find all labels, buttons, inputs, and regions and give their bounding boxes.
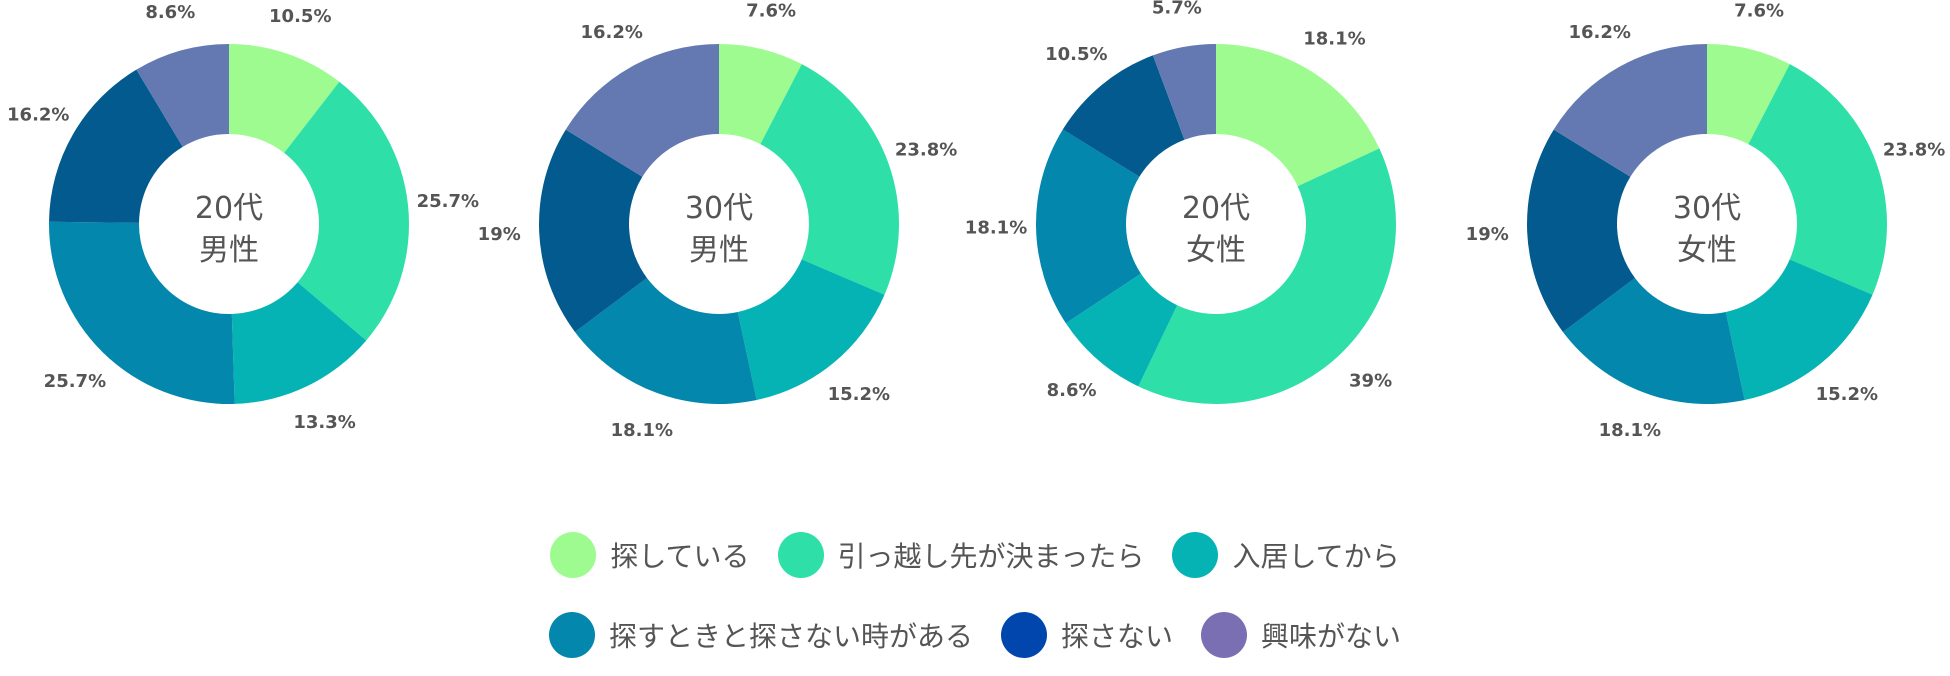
legend-label: 興味がない [1261,620,1402,653]
data-label: 25.7% [44,371,106,392]
slice-not-searching [49,69,183,223]
legend-label: 探している [610,540,750,573]
data-label: 7.6% [746,0,796,21]
center-label-gender: 男性 [199,233,259,268]
center-label-gender: 女性 [1677,233,1737,268]
data-label: 25.7% [417,191,479,212]
legend-label: 入居してから [1232,540,1400,573]
data-label: 18.1% [965,217,1027,238]
data-label: 7.6% [1734,0,1784,21]
data-label: 23.8% [895,140,957,161]
data-label: 5.7% [1152,0,1202,19]
data-label: 15.2% [1816,384,1878,405]
data-label: 16.2% [7,104,69,125]
slice-after-moving-in [737,259,885,401]
data-label: 16.2% [580,22,642,43]
legend-label: 探さない [1060,620,1173,653]
legend-swatch [1000,612,1047,658]
legend-swatch [550,532,597,578]
center-label-gender: 男性 [689,233,749,268]
data-label: 15.2% [828,384,890,405]
data-label: 18.1% [611,420,673,441]
data-label: 8.6% [1047,380,1097,401]
legend-item-not-interested: 興味がない [1201,612,1401,658]
data-label: 16.2% [1568,22,1630,43]
slice-after-destination-decided [760,64,899,295]
legend-item-not-searching: 探さない [1000,612,1173,658]
data-label: 18.1% [1303,29,1365,50]
data-label: 39% [1349,371,1392,392]
data-label: 10.5% [1045,44,1107,65]
legend-item-searching: 探している [550,532,750,578]
legend-swatch [777,532,824,578]
center-label-age: 20代 [1182,191,1250,226]
legend-swatch [548,612,595,658]
legend-swatch [1172,532,1219,578]
slice-after-destination-decided [284,81,409,341]
legend-label: 引っ越し先が決まったら [837,540,1145,573]
slice-searching [719,44,802,145]
data-label: 8.6% [145,2,195,23]
center-label-age: 30代 [685,191,753,226]
legend-row-2: 探すときと探さない時がある 探さない 興味がない [0,612,1950,658]
slice-sometimes [1036,129,1141,324]
slice-after-moving-in [1065,273,1178,387]
data-label: 19% [1466,224,1509,245]
slice-after-moving-in [231,282,367,404]
legend-item-after-destination-decided: 引っ越し先が決まったら [777,532,1145,578]
legend-item-after-moving-in: 入居してから [1172,532,1400,578]
slice-searching [229,44,340,153]
legend-label: 探すときと探さない時がある [608,620,973,653]
data-label: 19% [478,224,521,245]
slice-sometimes [1562,277,1745,404]
data-label: 18.1% [1599,420,1661,441]
center-label-age: 20代 [195,191,263,226]
slice-sometimes [574,277,757,404]
legend-item-sometimes: 探すときと探さない時がある [548,612,973,658]
slice-after-destination-decided [1748,64,1888,295]
center-label-age: 30代 [1673,191,1741,226]
data-label: 13.3% [293,412,355,433]
data-label: 23.8% [1883,140,1945,161]
slice-not-interested [136,44,229,147]
center-label-gender: 女性 [1186,233,1246,268]
slice-after-moving-in [1725,259,1873,401]
legend-swatch [1201,612,1247,658]
slice-sometimes [49,221,235,404]
data-label: 10.5% [269,6,331,27]
slice-not-interested [1152,44,1216,140]
slice-not-searching [1526,129,1635,332]
slice-searching [1707,44,1790,145]
legend-row-1: 探している 引っ越し先が決まったら 入居してから [0,532,1950,578]
slice-not-interested [565,44,719,177]
slice-searching [1216,44,1380,187]
slice-not-searching [1062,55,1185,177]
slice-not-searching [539,129,647,332]
slice-not-interested [1553,44,1707,177]
slice-after-destination-decided [1138,148,1396,405]
